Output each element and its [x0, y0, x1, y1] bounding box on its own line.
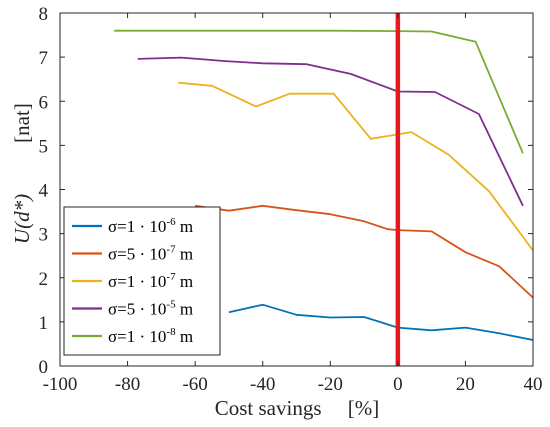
y-tick-label: 0 [39, 357, 49, 378]
series-line-3 [178, 81, 534, 251]
x-tick-label: -60 [182, 374, 207, 395]
legend-label: σ=1 · 10-6 m [108, 216, 193, 236]
series-line-1 [228, 303, 534, 341]
legend-label: σ=5 · 10-5 m [108, 299, 193, 319]
x-tick-label: 20 [456, 374, 475, 395]
legend-label: σ=1 · 10-7 m [108, 271, 193, 291]
y-axis-unit: [nat] [10, 103, 34, 143]
axis-ticks: -100 -80 -60 -40 -20 0 20 40 0 1 2 3 4 5 6 7 8 [39, 4, 543, 395]
series-line-4 [137, 56, 524, 207]
y-tick-label: 8 [39, 4, 49, 25]
y-tick-label: 7 [39, 48, 49, 69]
x-tick-label: 40 [524, 374, 543, 395]
y-tick-label: 1 [39, 313, 49, 334]
x-axis-label: Cost savings [%] [215, 396, 380, 420]
series-layer [114, 29, 534, 341]
legend-entry-2: σ=5 · 10-7 m [72, 244, 193, 264]
y-axis-label-group: U(d*) [nat] [10, 103, 34, 244]
y-axis-label: U(d*) [10, 194, 34, 244]
x-tick-label: -20 [318, 374, 343, 395]
series-line-5 [114, 29, 524, 154]
series-line-2 [194, 204, 534, 299]
y-tick-label: 3 [39, 225, 49, 246]
x-tick-label: -40 [250, 374, 275, 395]
x-tick-label: -80 [115, 374, 140, 395]
legend-entry-3: σ=1 · 10-7 m [72, 271, 193, 291]
legend-entry-4: σ=5 · 10-5 m [72, 299, 193, 319]
y-tick-label: 4 [39, 181, 49, 202]
y-tick-label: 5 [39, 136, 49, 157]
legend-label: σ=5 · 10-7 m [108, 244, 193, 264]
legend-entry-1: σ=1 · 10-6 m [72, 216, 193, 236]
legend-entry-5: σ=1 · 10-8 m [72, 326, 193, 346]
legend-entries: σ=1 · 10-6 m σ=5 · 10-7 m σ=1 · 10-7 m σ=5 … [72, 216, 193, 346]
legend-label: σ=1 · 10-8 m [108, 326, 193, 346]
x-tick-label: 0 [393, 374, 403, 395]
x-tick-label: -100 [43, 374, 78, 395]
legend: σ=1 · 10-6 m σ=5 · 10-7 m σ=1 · 10-7 m σ=5 … [63, 206, 221, 356]
y-tick-label: 6 [39, 92, 49, 113]
y-tick-label: 2 [39, 269, 49, 290]
